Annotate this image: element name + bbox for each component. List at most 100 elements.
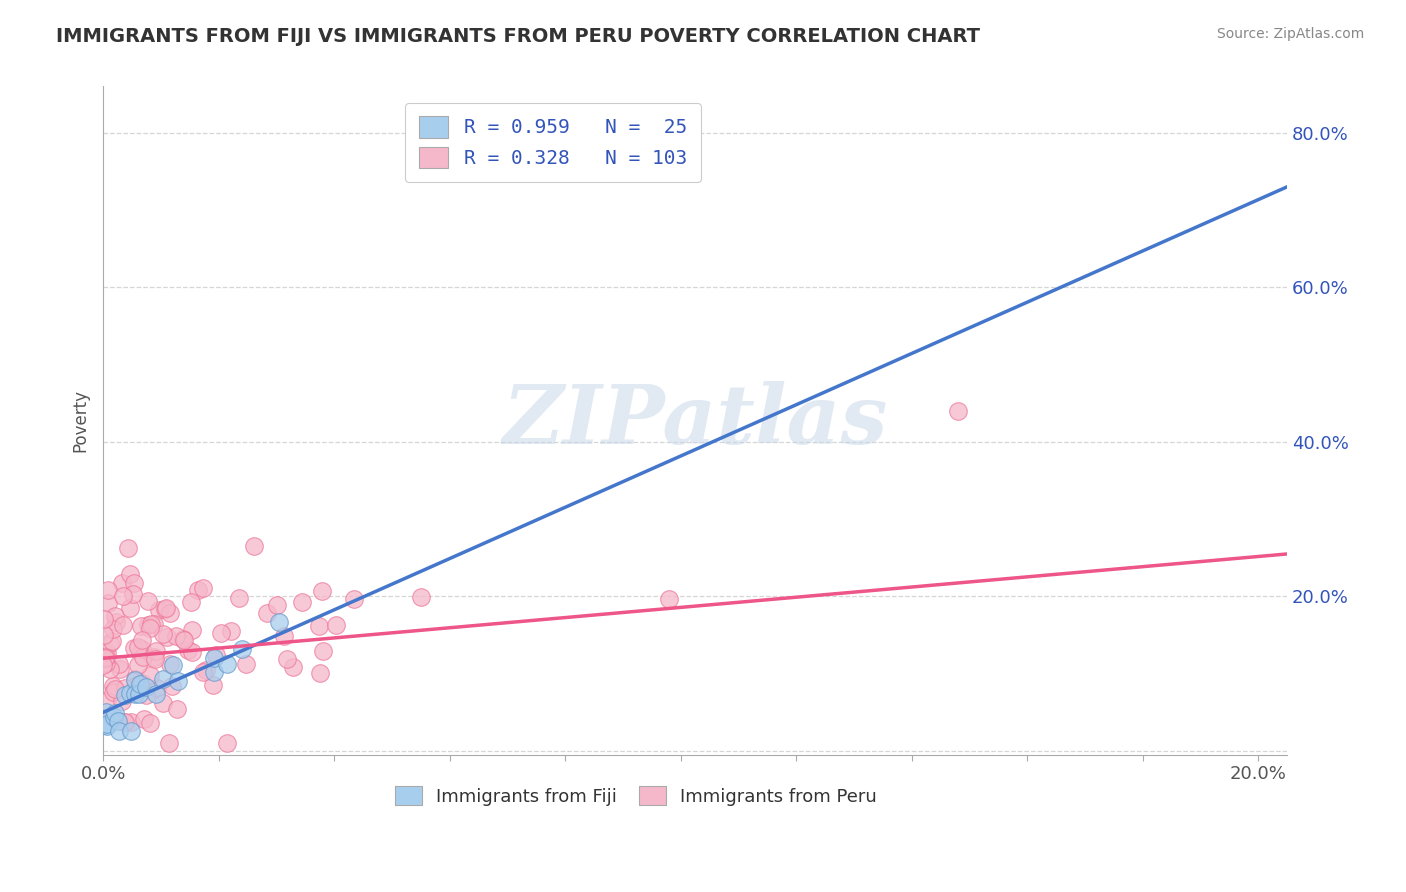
Point (97, 596, 120, 610)
Point (124, 679, 146, 693)
Point (273, 629, 295, 643)
Point (195, 664, 218, 678)
Point (120, 724, 142, 739)
Point (135, 688, 157, 702)
Point (139, 716, 162, 731)
Point (114, 681, 136, 695)
Point (143, 617, 166, 632)
Point (124, 673, 146, 688)
Point (202, 665, 225, 679)
Point (136, 617, 159, 632)
Point (181, 624, 204, 638)
Point (135, 680, 157, 694)
Point (219, 624, 242, 639)
Point (129, 619, 152, 633)
Point (172, 632, 194, 647)
Point (308, 666, 330, 681)
Point (162, 657, 184, 672)
Point (93, 612, 115, 626)
Point (111, 575, 134, 590)
Point (101, 685, 124, 699)
Point (131, 632, 153, 647)
Point (124, 672, 146, 686)
Point (228, 591, 250, 605)
Point (120, 714, 142, 729)
Point (108, 657, 131, 672)
Point (103, 710, 125, 724)
Point (122, 640, 145, 655)
Point (91, 658, 114, 673)
Point (145, 687, 167, 701)
Point (112, 714, 135, 729)
Point (132, 712, 155, 726)
Point (128, 677, 150, 691)
Point (148, 603, 170, 617)
Point (124, 575, 146, 590)
Point (136, 594, 159, 608)
Point (124, 687, 146, 701)
Text: Source: ZipAtlas.com: Source: ZipAtlas.com (1216, 27, 1364, 41)
Point (235, 657, 257, 671)
Point (173, 632, 195, 647)
Point (312, 644, 335, 658)
Point (120, 566, 142, 581)
Point (111, 617, 134, 632)
Point (104, 608, 127, 623)
Point (291, 594, 314, 608)
Point (94, 649, 117, 664)
Point (96, 693, 118, 707)
Point (98, 710, 121, 724)
Point (165, 629, 187, 643)
Point (94, 656, 117, 670)
Point (201, 678, 224, 692)
Point (118, 601, 141, 615)
Point (191, 665, 214, 679)
Point (114, 688, 136, 702)
Point (308, 619, 330, 633)
Point (117, 541, 139, 555)
Point (176, 643, 198, 657)
Point (96, 646, 118, 660)
Point (411, 590, 433, 604)
Point (152, 696, 174, 710)
Point (97, 583, 120, 598)
Point (108, 662, 131, 676)
Point (276, 652, 298, 666)
Point (266, 598, 288, 612)
Point (155, 600, 177, 615)
Text: ZIPatlas: ZIPatlas (502, 381, 887, 460)
Point (139, 622, 162, 636)
Point (202, 651, 225, 665)
Point (145, 644, 167, 658)
Point (180, 645, 202, 659)
Point (128, 687, 150, 701)
Point (96, 719, 118, 733)
Point (101, 634, 124, 648)
Y-axis label: Poverty: Poverty (72, 389, 89, 452)
Point (311, 583, 333, 598)
Point (166, 702, 188, 716)
Point (93, 718, 115, 732)
Point (131, 641, 153, 656)
Point (152, 672, 174, 686)
Point (96, 717, 118, 731)
Point (93, 628, 115, 642)
Point (242, 539, 264, 553)
Point (153, 601, 176, 615)
Point (105, 615, 128, 630)
Point (325, 618, 347, 632)
Point (104, 681, 127, 696)
Point (127, 640, 149, 654)
Point (94, 651, 117, 665)
Point (658, 592, 681, 607)
Point (159, 606, 181, 620)
Point (103, 679, 125, 693)
Point (231, 641, 253, 656)
Point (107, 714, 129, 729)
Legend: Immigrants from Fiji, Immigrants from Peru: Immigrants from Fiji, Immigrants from Pe… (388, 779, 884, 813)
Point (111, 694, 134, 708)
Point (143, 650, 166, 665)
Point (143, 651, 166, 665)
Point (269, 615, 291, 629)
Point (156, 630, 179, 644)
